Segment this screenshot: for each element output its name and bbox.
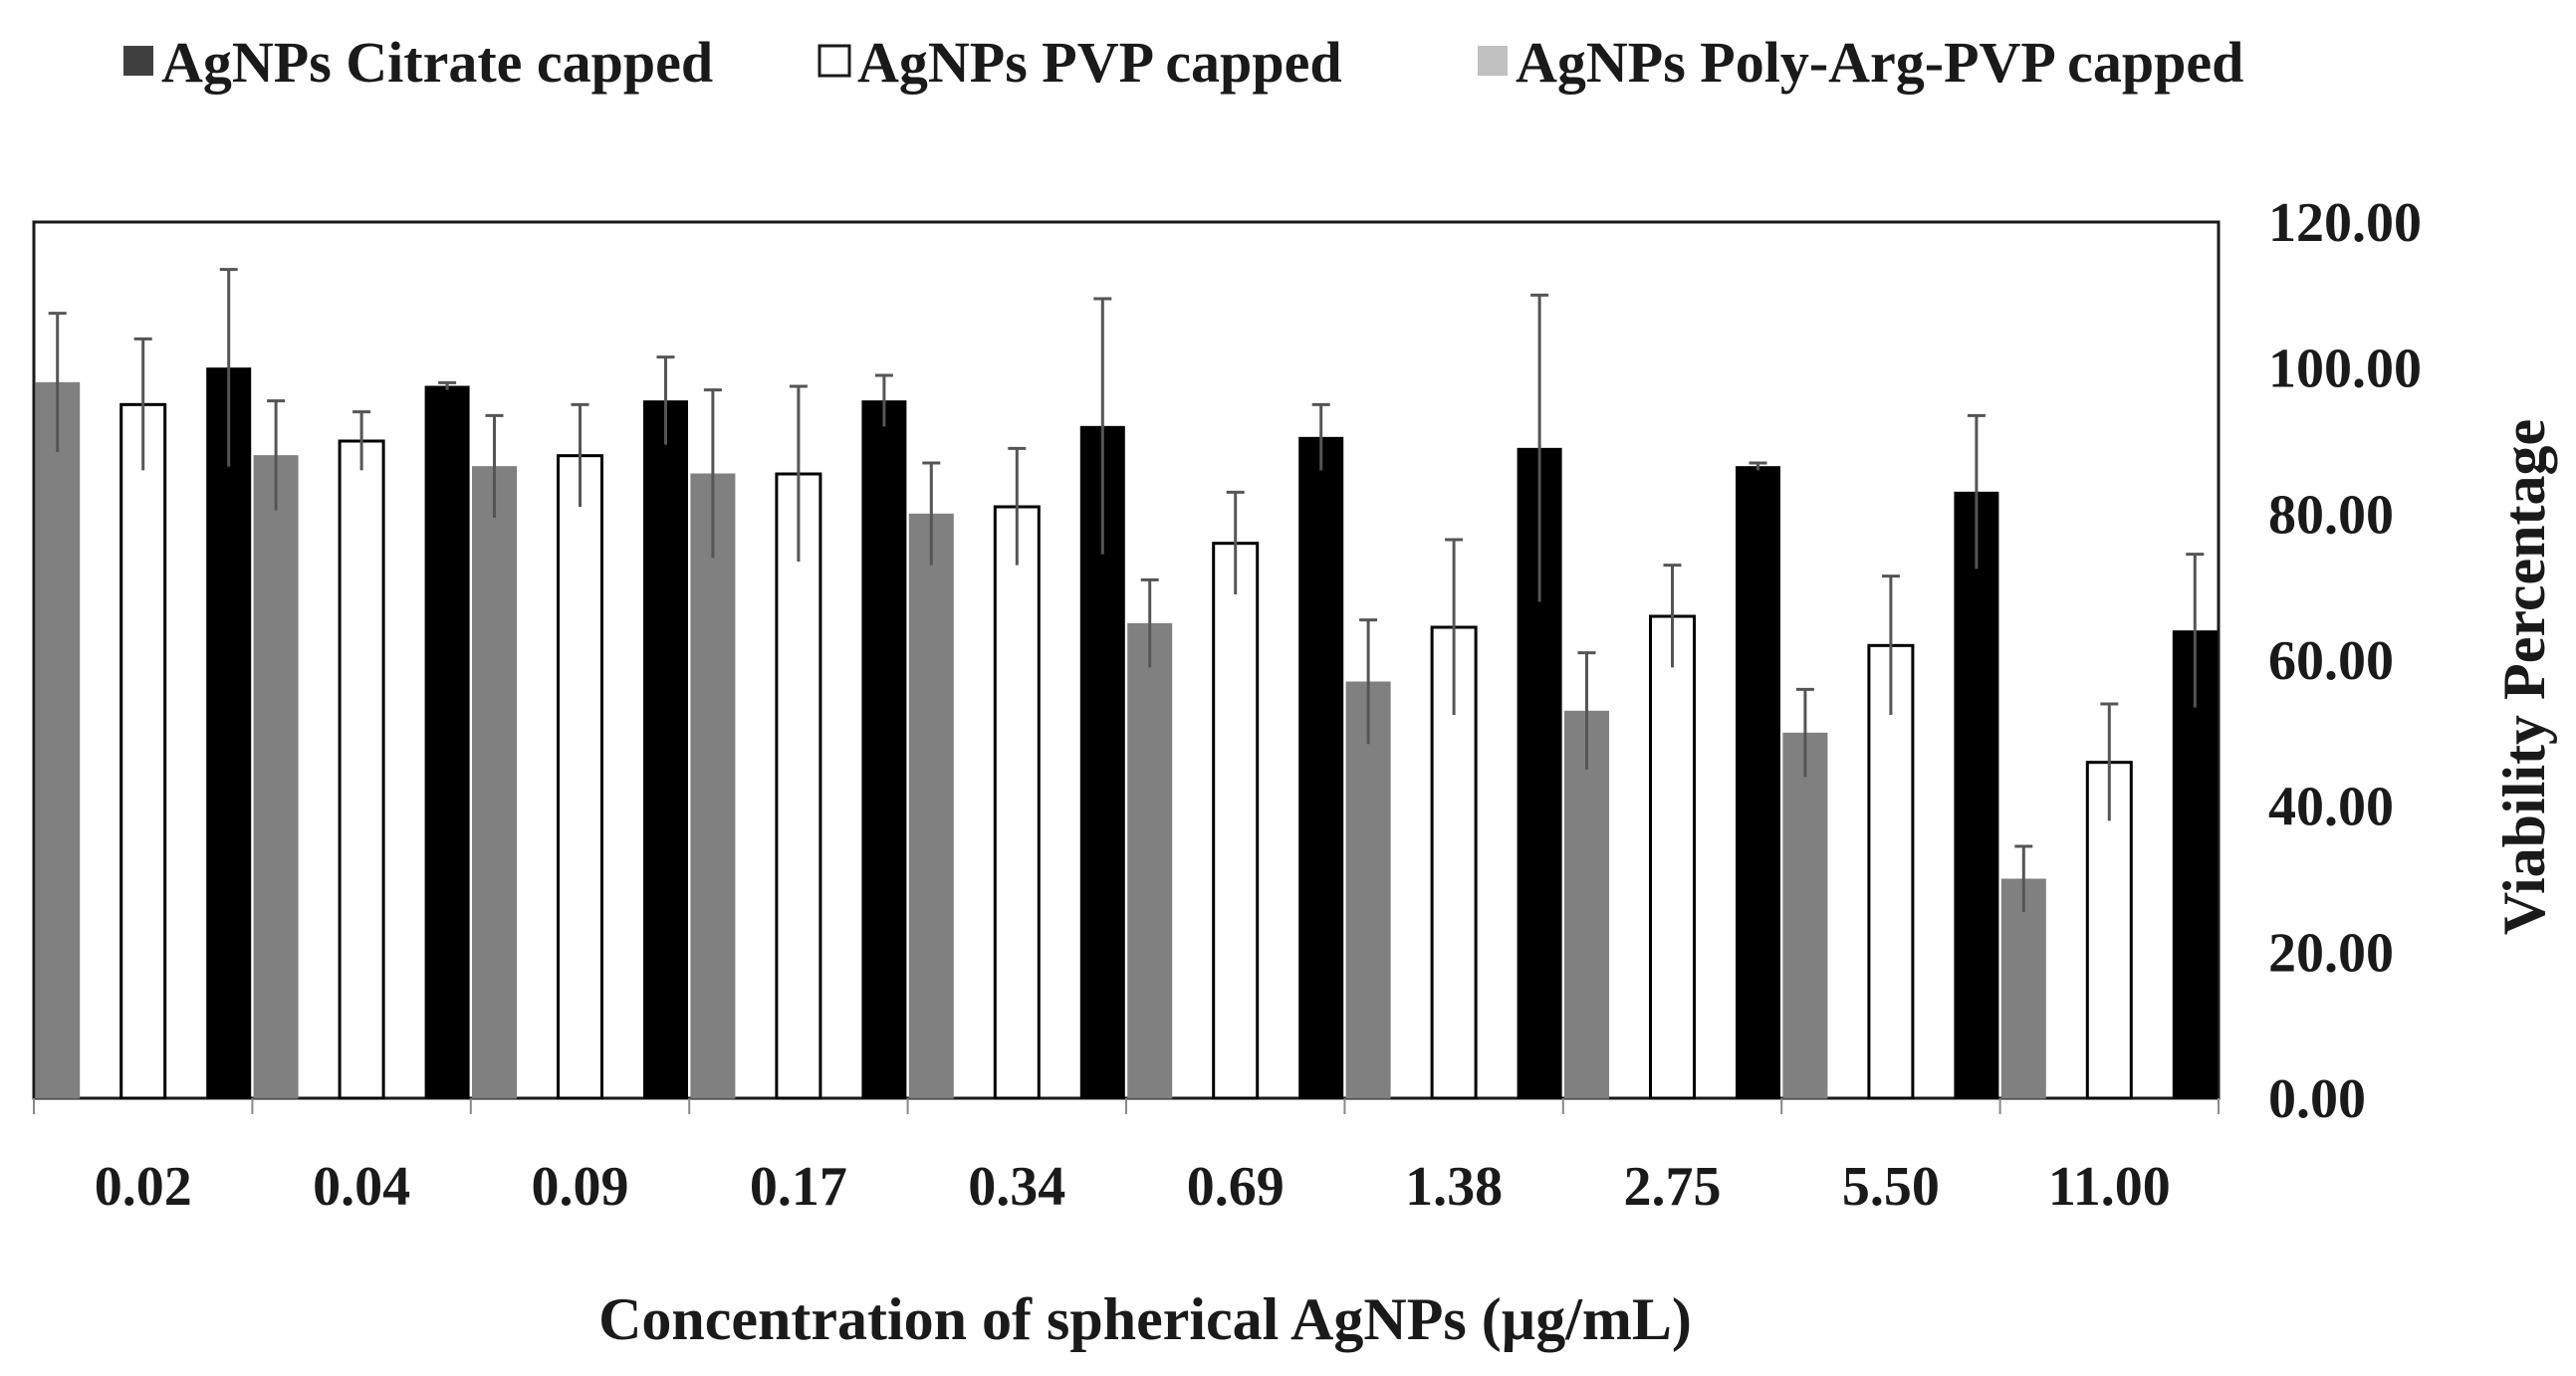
bar-series1-0.09 [472, 466, 517, 1099]
bar-series1-0.17 [690, 473, 736, 1099]
bar-series3-11.00 [2172, 630, 2218, 1099]
legend-label: AgNPs Poly-Arg-PVP capped [1516, 30, 2243, 95]
bar-series2-0.34 [993, 505, 1041, 1100]
legend-label: AgNPs Citrate capped [161, 30, 713, 95]
bar-series3-2.75 [1736, 466, 1780, 1099]
legend-swatch [123, 46, 153, 76]
y-axis: 0.00 20.00 40.00 60.00 80.00 100.00 120.00 [2268, 192, 2422, 1130]
bar-series2-0.09 [557, 454, 603, 1100]
x-tick-label: 0.69 [1187, 1156, 1285, 1218]
x-tick-label: 11.00 [2048, 1156, 2171, 1218]
bar-series2-11.00 [2085, 761, 2133, 1100]
y-tick-label: 0.00 [2268, 1068, 2366, 1130]
y-tick-label: 60.00 [2268, 630, 2394, 692]
y-tick-label: 120.00 [2268, 192, 2422, 254]
bar-series2-2.75 [1649, 614, 1696, 1100]
bar-series2-0.17 [775, 472, 822, 1100]
bar-series3-0.02 [206, 367, 252, 1099]
y-tick-label: 40.00 [2268, 777, 2394, 838]
bar-series2-0.69 [1212, 542, 1260, 1100]
legend-label: AgNPs PVP capped [857, 30, 1342, 95]
x-axis: 0.02 0.04 0.09 0.17 0.34 0.69 1.38 2.75 5.50 11.0… [33, 1098, 2220, 1218]
x-tick-label: 0.04 [313, 1156, 410, 1218]
x-axis-title: Concentration of spherical AgNPs (µg/mL) [598, 1286, 1692, 1352]
bars-group [35, 367, 2218, 1100]
bar-series2-0.02 [119, 402, 167, 1100]
bar-series1-11.00 [2000, 878, 2046, 1099]
x-tick-label: 0.02 [95, 1156, 192, 1218]
x-tick-label: 5.50 [1842, 1156, 1940, 1218]
x-tick-label: 2.75 [1624, 1156, 1722, 1218]
y-tick-label: 80.00 [2268, 484, 2394, 546]
bar-series3-0.17 [861, 400, 907, 1099]
bar-series1-0.02 [35, 381, 81, 1099]
bar-series1-5.50 [1782, 732, 1828, 1099]
legend-swatch [818, 44, 851, 78]
bar-series3-5.50 [1954, 491, 1999, 1099]
x-tick-label: 0.17 [750, 1156, 847, 1218]
y-axis-title: Viability Percentage [2491, 419, 2557, 935]
x-tick-label: 0.34 [968, 1156, 1065, 1218]
bar-series2-0.04 [338, 439, 385, 1100]
bar-series1-1.38 [1345, 681, 1391, 1099]
bar-series1-0.69 [1127, 622, 1173, 1099]
legend-swatch [1478, 46, 1508, 76]
bar-series1-0.34 [908, 513, 954, 1099]
x-tick-label: 1.38 [1405, 1156, 1503, 1218]
legend: AgNPs Citrate capped AgNPs PVP capped AgNP… [123, 30, 2243, 95]
bar-series3-0.09 [643, 400, 688, 1099]
x-tick-label: 0.09 [532, 1156, 629, 1218]
bar-series1-0.04 [253, 455, 299, 1099]
bar-series3-0.04 [424, 385, 470, 1099]
error-bars-group [48, 268, 2205, 912]
y-tick-label: 100.00 [2268, 339, 2422, 400]
bar-series3-0.69 [1298, 436, 1344, 1099]
y-tick-label: 20.00 [2268, 922, 2394, 984]
